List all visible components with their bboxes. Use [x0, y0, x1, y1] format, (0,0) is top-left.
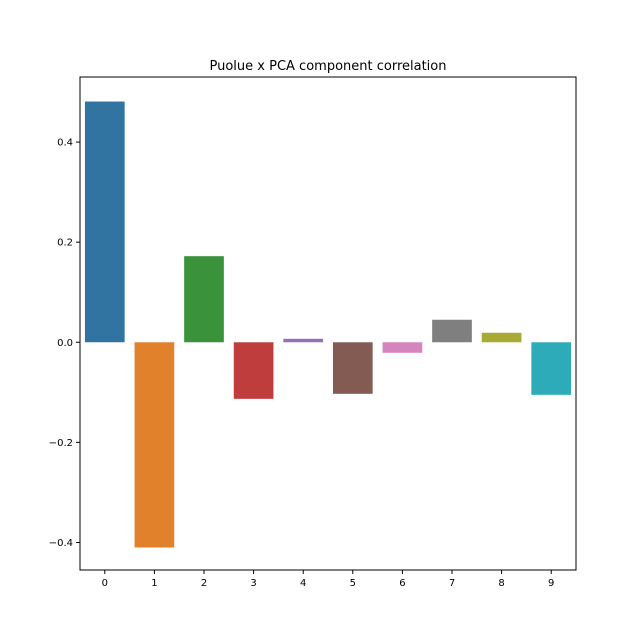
x-tick-label: 4	[300, 578, 306, 589]
y-tick-label: −0.2	[49, 438, 73, 449]
x-tick-label: 1	[151, 578, 157, 589]
chart-title: Puolue x PCA component correlation	[210, 59, 447, 74]
x-tick-label: 7	[449, 578, 455, 589]
plot-frame	[79, 76, 577, 571]
x-axis: 0 1 2 3 4 5 6 7 8 9	[102, 570, 554, 589]
x-tick-label: 6	[399, 578, 405, 589]
x-tick-label: 5	[350, 578, 356, 589]
y-tick-label: −0.4	[49, 538, 73, 549]
bar-2	[184, 256, 224, 343]
x-tick-label: 9	[548, 578, 554, 589]
x-tick-label: 0	[102, 578, 108, 589]
bar-7	[432, 319, 472, 343]
bar-4	[283, 338, 324, 343]
bar-1	[134, 342, 175, 548]
y-axis: −0.4 −0.2 0.0 0.2 0.4	[49, 138, 80, 549]
bar-3	[233, 342, 274, 399]
bar-5	[332, 342, 373, 394]
y-tick-label: 0.4	[57, 138, 73, 149]
x-tick-label: 8	[498, 578, 504, 589]
y-tick-label: 0.2	[57, 238, 73, 249]
bar-8	[481, 332, 522, 343]
bar-group	[84, 101, 572, 548]
y-tick-label: 0.0	[57, 338, 73, 349]
bar-6	[382, 342, 423, 353]
bar-9	[531, 342, 572, 395]
x-tick-label: 3	[250, 578, 256, 589]
x-tick-label: 2	[201, 578, 207, 589]
bar-0	[84, 101, 125, 343]
